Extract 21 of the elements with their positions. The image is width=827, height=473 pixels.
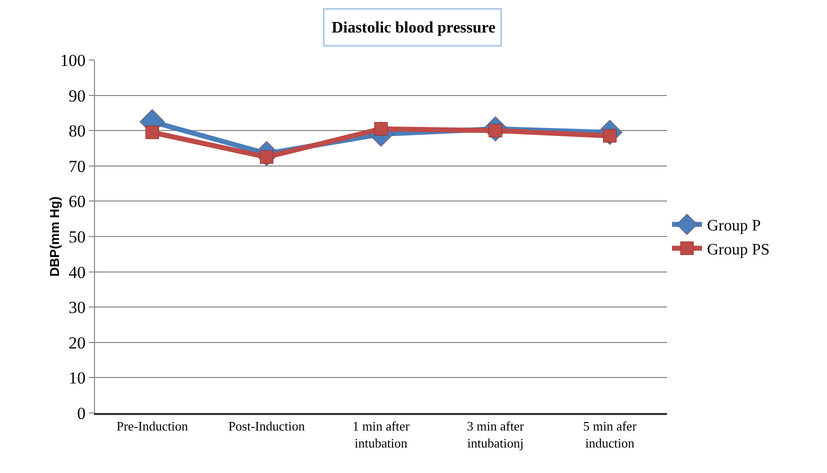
y-tick-label: 60 — [68, 192, 86, 212]
y-tick-label: 20 — [68, 333, 86, 352]
y-tick-label: 70 — [68, 156, 86, 176]
y-tick-label: 30 — [68, 298, 86, 318]
legend-label: Group PS — [707, 241, 770, 258]
y-tick-label: 0 — [77, 404, 86, 423]
y-tick-label: 10 — [68, 368, 86, 388]
y-tick-label: 80 — [68, 122, 86, 141]
x-tick-label: Post-Induction — [228, 418, 306, 434]
x-tick-label: Pre-Induction — [116, 418, 188, 434]
x-tick-label: 3 min after intubationj — [466, 418, 525, 450]
y-tick-label: 90 — [68, 86, 86, 106]
y-tick-label: 50 — [68, 227, 86, 246]
x-tick-label: 1 min after intubation — [352, 418, 410, 450]
point — [145, 126, 159, 140]
chart-title: Diastolic blood pressure — [332, 19, 496, 36]
y-axis-title: DBP(mm Hg) — [47, 196, 62, 277]
y-tick-label: 40 — [68, 262, 86, 282]
x-tick-label: 5 min afer induction — [583, 418, 638, 450]
legend-label: Group P — [707, 218, 761, 235]
y-tick-label: 100 — [60, 50, 86, 70]
